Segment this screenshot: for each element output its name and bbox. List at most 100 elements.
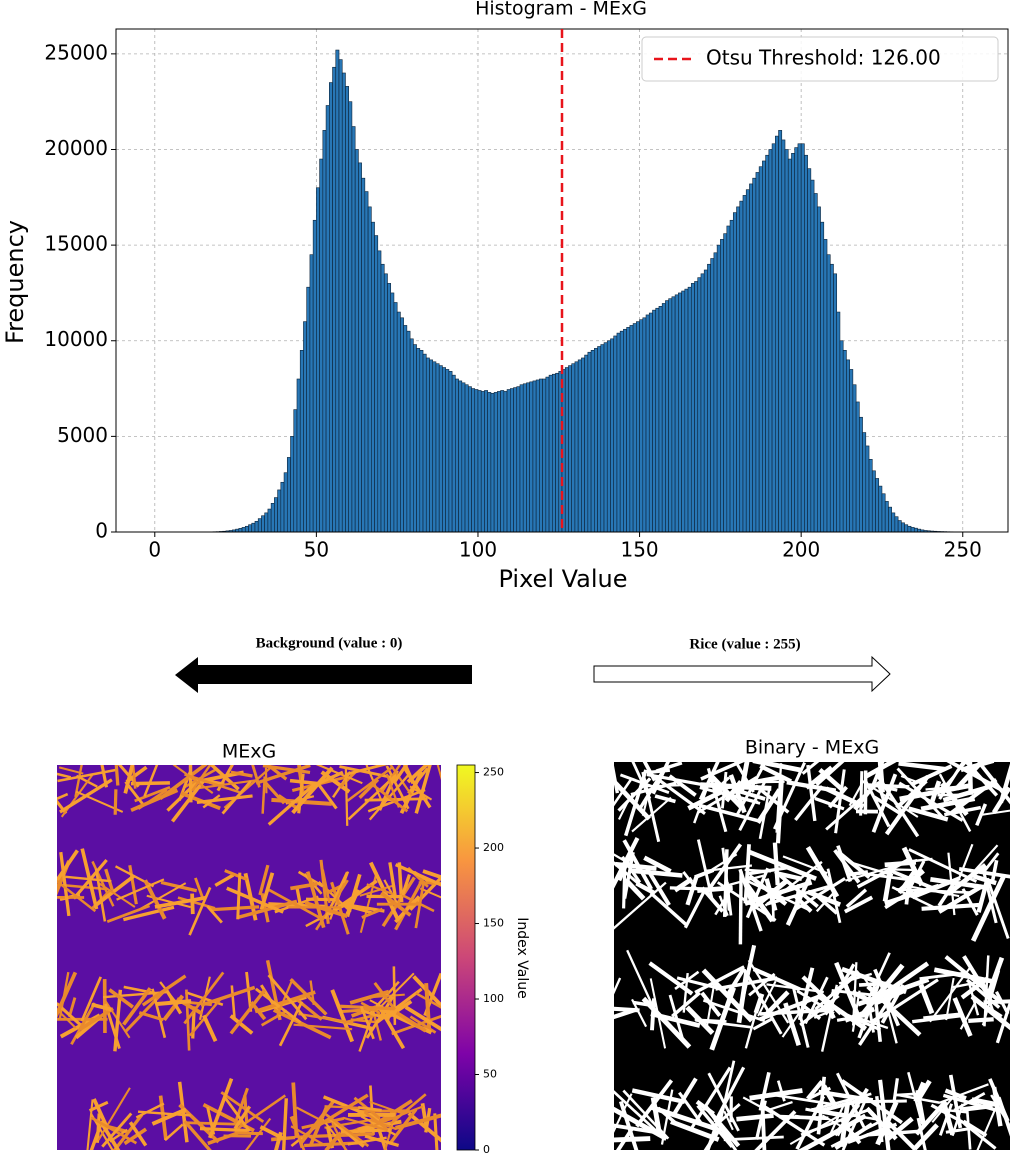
y-tick-label: 0 xyxy=(95,519,108,543)
texture xyxy=(370,782,409,813)
texture xyxy=(363,1111,388,1130)
texture xyxy=(939,1083,989,1104)
bar xyxy=(671,296,676,533)
bar xyxy=(477,390,482,533)
bar xyxy=(458,380,463,533)
texture xyxy=(86,1099,94,1150)
texture xyxy=(919,971,965,981)
bar xyxy=(852,384,857,533)
bar xyxy=(325,105,330,533)
texture xyxy=(814,980,849,1011)
texture xyxy=(59,851,71,917)
bar xyxy=(775,135,779,533)
texture xyxy=(291,1115,303,1149)
texture xyxy=(867,783,910,789)
texture xyxy=(908,848,978,883)
bar xyxy=(509,388,514,533)
texture xyxy=(340,1004,395,1011)
texture xyxy=(369,1100,403,1115)
x-tick-label: 100 xyxy=(459,538,497,562)
bar xyxy=(393,302,398,533)
texture xyxy=(91,1116,138,1145)
texture xyxy=(884,883,940,906)
bar xyxy=(419,350,424,533)
bar xyxy=(833,273,838,533)
texture xyxy=(359,1005,375,1040)
texture xyxy=(388,862,398,899)
texture xyxy=(707,1072,740,1132)
texture xyxy=(758,1071,771,1111)
bar xyxy=(894,516,899,533)
bar xyxy=(461,382,466,533)
bar xyxy=(348,101,353,533)
texture xyxy=(80,848,99,910)
bar xyxy=(542,378,547,533)
texture xyxy=(965,844,999,881)
colorbar-tick-label: 200 xyxy=(483,841,504,854)
texture xyxy=(140,882,187,910)
bar xyxy=(597,346,602,533)
x-tick-label: 150 xyxy=(620,538,658,562)
bar xyxy=(319,158,324,533)
texture xyxy=(986,956,1005,996)
bar xyxy=(713,252,718,533)
bar xyxy=(406,330,411,533)
texture xyxy=(671,991,701,1018)
texture xyxy=(357,1109,410,1114)
texture xyxy=(373,981,396,1011)
texture xyxy=(295,1106,321,1121)
texture xyxy=(208,1077,234,1139)
texture xyxy=(57,849,79,884)
texture xyxy=(395,1011,427,1033)
texture xyxy=(901,846,923,884)
texture xyxy=(952,997,973,1037)
bar xyxy=(277,489,282,533)
texture xyxy=(124,987,168,1033)
bar xyxy=(390,292,395,533)
texture xyxy=(224,1097,251,1132)
texture xyxy=(249,1001,267,1021)
texture xyxy=(151,1107,187,1126)
bar xyxy=(522,383,527,533)
texture xyxy=(330,989,355,1043)
bar xyxy=(248,524,253,533)
texture xyxy=(298,1012,354,1024)
bar xyxy=(380,263,385,533)
image-title: Binary - MExG xyxy=(745,737,879,759)
texture xyxy=(864,780,891,828)
texture xyxy=(112,1113,144,1150)
texture xyxy=(746,865,789,876)
right-arrow xyxy=(593,655,891,693)
texture xyxy=(715,976,778,991)
texture xyxy=(930,876,987,890)
image-title: MExG xyxy=(222,741,276,763)
texture xyxy=(970,995,1003,1018)
texture xyxy=(725,874,764,887)
texture xyxy=(718,1103,741,1124)
texture xyxy=(982,852,1000,873)
bar xyxy=(648,312,653,533)
texture xyxy=(626,949,655,1008)
bar xyxy=(422,353,427,533)
bar xyxy=(629,325,634,533)
texture xyxy=(758,790,771,840)
bar xyxy=(849,369,854,533)
texture xyxy=(122,905,175,922)
bar xyxy=(781,139,786,533)
texture xyxy=(381,876,416,928)
texture xyxy=(843,895,874,914)
texture xyxy=(137,1110,191,1117)
texture xyxy=(315,765,363,785)
texture xyxy=(853,789,872,811)
bar xyxy=(661,303,666,533)
bar xyxy=(274,497,278,533)
bar xyxy=(862,432,867,533)
texture xyxy=(214,873,235,887)
bar xyxy=(568,365,572,533)
texture xyxy=(422,869,441,880)
texture xyxy=(391,1014,441,1036)
bar xyxy=(451,374,456,533)
texture xyxy=(752,762,803,773)
bar xyxy=(335,49,340,533)
